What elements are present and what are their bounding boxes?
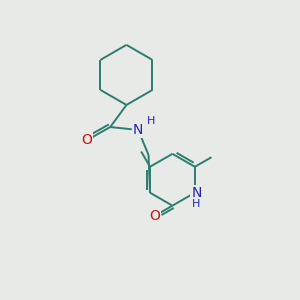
Text: O: O xyxy=(149,209,160,223)
Text: H: H xyxy=(192,200,200,209)
Text: O: O xyxy=(81,133,92,147)
Text: H: H xyxy=(146,116,155,126)
Text: N: N xyxy=(191,186,202,200)
Text: N: N xyxy=(133,123,143,137)
